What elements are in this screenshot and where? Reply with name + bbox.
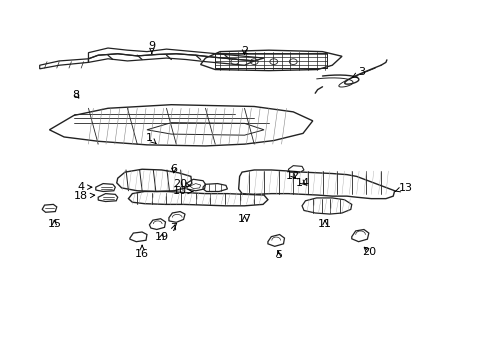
Text: 20: 20: [173, 179, 190, 189]
Text: 15: 15: [47, 219, 61, 229]
Text: 9: 9: [148, 41, 155, 53]
Text: 11: 11: [317, 219, 331, 229]
Text: 17: 17: [237, 215, 251, 224]
Text: 12: 12: [285, 171, 300, 181]
Text: 7: 7: [170, 224, 177, 233]
Text: 19: 19: [154, 232, 168, 242]
Text: 20: 20: [361, 247, 375, 257]
Text: 1: 1: [145, 133, 156, 144]
Text: 18: 18: [74, 191, 95, 201]
Text: 16: 16: [135, 246, 149, 258]
Text: 3: 3: [352, 67, 364, 77]
Text: 13: 13: [395, 183, 411, 193]
Text: 5: 5: [275, 250, 282, 260]
Text: 4: 4: [78, 182, 92, 192]
Text: 10: 10: [173, 186, 192, 197]
Text: 8: 8: [73, 90, 80, 100]
Text: 2: 2: [241, 46, 247, 56]
Text: 14: 14: [295, 178, 309, 188]
Text: 6: 6: [170, 164, 177, 174]
